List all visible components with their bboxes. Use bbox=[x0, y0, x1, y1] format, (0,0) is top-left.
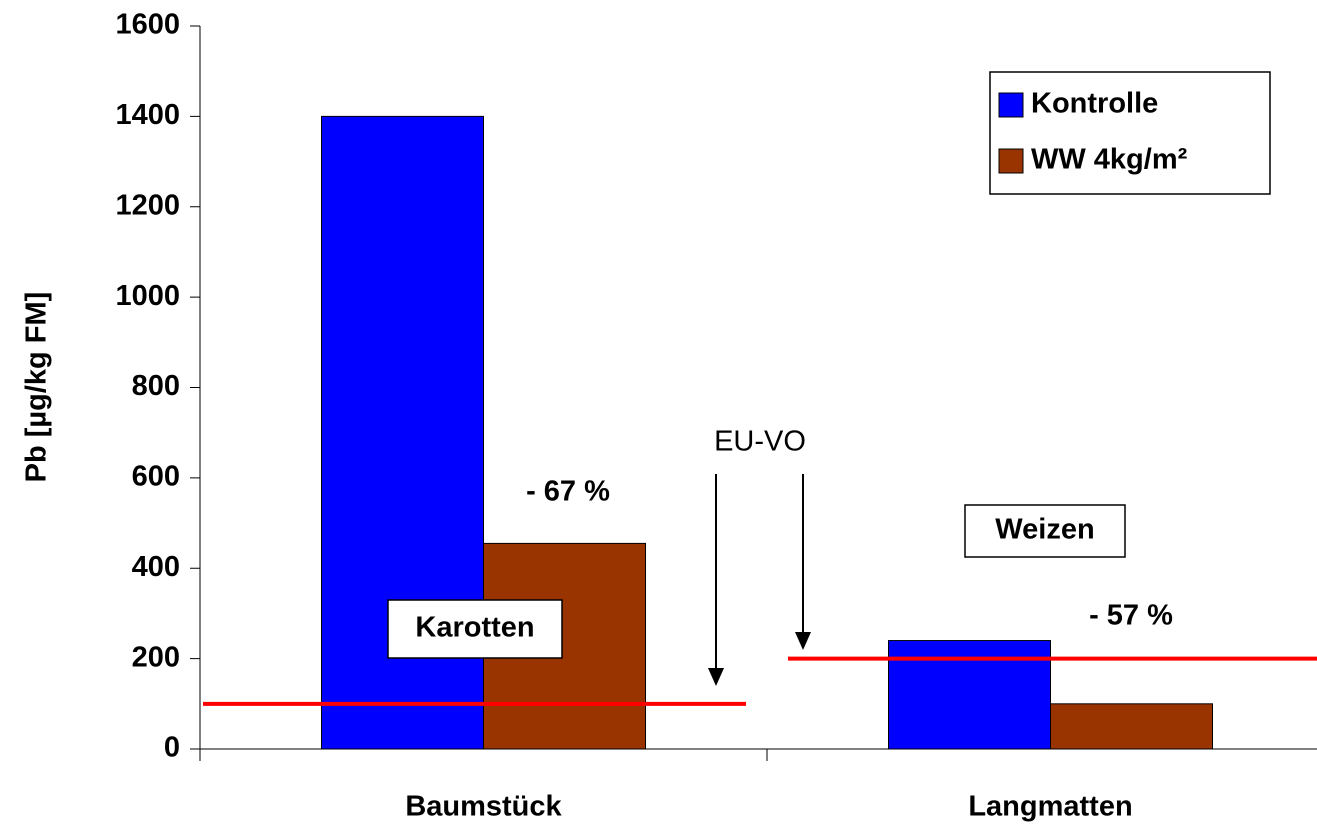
bar bbox=[1050, 703, 1213, 750]
annotation: - 67 % bbox=[526, 476, 610, 508]
x-tick-label: Langmatten bbox=[968, 791, 1132, 823]
legend-label: Kontrolle bbox=[1031, 88, 1158, 120]
y-tick-label: 1200 bbox=[115, 189, 180, 221]
annotation: - 57 % bbox=[1089, 600, 1173, 632]
y-tick-label: 400 bbox=[132, 551, 180, 583]
eu-arrows bbox=[708, 474, 811, 686]
legend-label: WW 4kg/m² bbox=[1031, 144, 1188, 176]
annotation: Karotten bbox=[415, 612, 534, 644]
y-tick-label: 1000 bbox=[115, 280, 180, 312]
y-axis-label: Pb [µg/kg FM] bbox=[21, 292, 53, 483]
y-tick-label: 600 bbox=[132, 461, 180, 493]
x-tick-label: Baumstück bbox=[405, 791, 562, 823]
annotation: Weizen bbox=[995, 514, 1094, 546]
y-tick-label: 800 bbox=[132, 370, 180, 402]
y-tick-label: 1600 bbox=[115, 9, 180, 41]
annotation: EU-VO bbox=[714, 426, 806, 458]
legend-swatch bbox=[998, 148, 1024, 174]
y-tick-label: 0 bbox=[164, 732, 180, 764]
y-tick-label: 200 bbox=[132, 641, 180, 673]
y-tick-label: 1400 bbox=[115, 99, 180, 131]
annotation-box bbox=[387, 599, 563, 659]
legend-box bbox=[989, 71, 1271, 195]
legend-swatch bbox=[998, 92, 1024, 118]
annotation-box bbox=[964, 504, 1126, 558]
